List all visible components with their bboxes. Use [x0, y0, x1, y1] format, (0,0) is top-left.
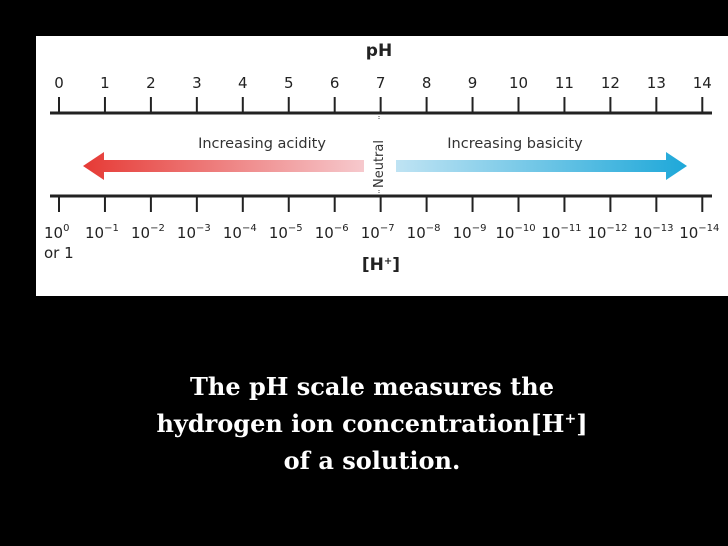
h-tick-label: 10−1 — [85, 223, 119, 242]
h-tick-labels: 100 10−1 10−2 10−3 10−4 10−5 10−6 10−7 10−8 10−9 1… — [44, 223, 719, 242]
caption-line-2: hydrogen ion concentration[H+] — [0, 405, 728, 442]
caption-line-2-close: ] — [576, 409, 588, 438]
h-first-alt-label: or 1 — [44, 244, 74, 262]
h-tick-label: 10−9 — [453, 223, 487, 242]
ph-tick-label: 5 — [284, 74, 294, 92]
h-tick-label: 10−7 — [361, 223, 395, 242]
acidity-label: Increasing acidity — [198, 136, 326, 152]
h-tick-label: 10−5 — [269, 223, 303, 242]
acidity-arrow — [83, 152, 364, 180]
ph-tick-label: 14 — [693, 74, 712, 92]
h-tick-label: 10−14 — [679, 223, 719, 242]
h-axis-title-sup: + — [384, 256, 392, 267]
h-axis-title-main: [H — [362, 255, 384, 275]
h-tick-marks — [58, 196, 704, 212]
caption-line-3: of a solution. — [283, 446, 461, 475]
h-axis-title: [H+] — [362, 255, 400, 275]
h-tick-label: 10−13 — [633, 223, 673, 242]
h-tick-label: 10−6 — [315, 223, 349, 242]
h-tick-label: 10−11 — [541, 223, 581, 242]
h-tick-label: 10−2 — [131, 223, 165, 242]
ph-tick-label: 13 — [647, 74, 666, 92]
ph-tick-label: 12 — [601, 74, 620, 92]
ph-tick-label: 9 — [468, 74, 478, 92]
ph-tick-label: 2 — [146, 74, 156, 92]
ph-axis-title: pH — [366, 41, 392, 61]
ph-diagram-panel: pH 0 1 2 3 4 5 6 7 8 9 10 11 12 13 14 Increasing acidi… — [36, 36, 728, 296]
basicity-label: Increasing basicity — [447, 136, 583, 152]
ph-tick-label: 4 — [238, 74, 248, 92]
h-axis-title-close: ] — [392, 255, 400, 275]
ph-tick-marks — [58, 97, 704, 113]
h-tick-label: 10−12 — [587, 223, 627, 242]
ph-tick-label: 1 — [100, 74, 110, 92]
ph-tick-label: 3 — [192, 74, 202, 92]
ph-scale-diagram: pH 0 1 2 3 4 5 6 7 8 9 10 11 12 13 14 Increasing acidi… — [44, 41, 719, 275]
ph-tick-label: 10 — [509, 74, 528, 92]
ph-tick-label: 6 — [330, 74, 340, 92]
ph-tick-label: 8 — [422, 74, 432, 92]
h-tick-label: 10−8 — [407, 223, 441, 242]
h-tick-label: 10−3 — [177, 223, 211, 242]
ph-tick-label: 0 — [54, 74, 64, 92]
caption: The pH scale measures the hydrogen ion c… — [0, 368, 728, 479]
caption-line-2-sup: + — [564, 411, 577, 427]
caption-line-1: The pH scale measures the — [190, 372, 554, 401]
ph-tick-label: 7 — [376, 74, 386, 92]
ph-tick-labels: 0 1 2 3 4 5 6 7 8 9 10 11 12 13 14 — [54, 74, 712, 92]
neutral-label: Neutral — [372, 140, 387, 188]
h-tick-label: 10−4 — [223, 223, 257, 242]
basicity-arrow — [396, 152, 687, 180]
h-tick-label: 10−10 — [495, 223, 535, 242]
ph-tick-label: 11 — [555, 74, 574, 92]
h-tick-label: 100 — [44, 223, 69, 242]
caption-line-2-text: hydrogen ion concentration[H — [156, 409, 565, 438]
